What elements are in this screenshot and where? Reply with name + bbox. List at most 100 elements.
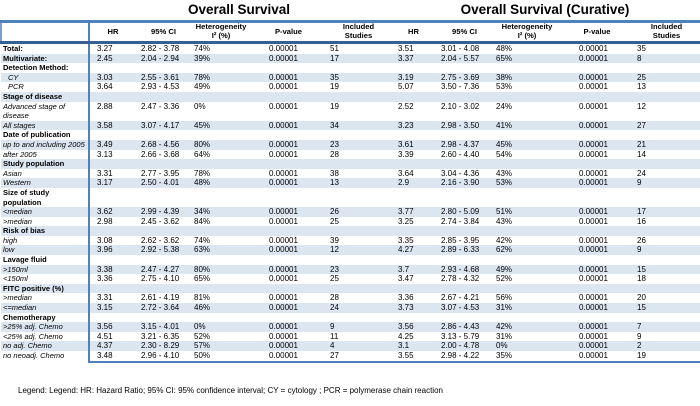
cell-osc-ci <box>436 91 493 102</box>
cell-osc-hr: 3.19 <box>391 72 436 83</box>
table-row: Total: 3.27 2.82 - 3.78 74% 0.00001 51 3.51 3.0… <box>1 42 700 54</box>
cell-osc-p <box>561 130 633 140</box>
cell-os-het: 80% <box>191 264 251 275</box>
table-row: high 3.08 2.62 - 3.62 74% 0.00001 39 3.35 2.85 … <box>1 235 700 246</box>
cell-osc-n: 27 <box>633 120 700 131</box>
col-header-hr-osc: HR <box>391 20 436 44</box>
cell-os-p: 0.00001 <box>251 72 326 83</box>
cell-osc-n <box>633 130 700 140</box>
row-label: Advanced stage of disease <box>3 101 66 121</box>
cell-os-ci: 3.15 - 4.01 <box>136 322 191 332</box>
cell-os-p <box>251 63 326 73</box>
cell-osc-n: 9 <box>633 178 700 188</box>
cell-osc-n: 8 <box>633 53 700 64</box>
cell-osc-p: 0.00001 <box>579 216 608 226</box>
cell-osc-het <box>493 188 561 207</box>
cell-os-n: 24 <box>326 303 391 313</box>
table-row: FITC positive (%) <box>1 283 700 294</box>
cell-osc-ci: 2.93 - 4.68 <box>436 264 493 275</box>
cell-osc-het: 52% <box>496 274 513 284</box>
cell-osc-p: 0.00001 <box>579 293 608 303</box>
cell-osc-p <box>561 63 633 73</box>
cell-os-hr <box>88 255 136 265</box>
cell-os-ci: 2.04 - 2.94 <box>136 53 191 64</box>
header-row: HR 95% CI Heterogeneity I² (%) P-value I… <box>0 20 700 44</box>
table-row: All stages 3.58 3.07 - 4.17 45% 0.00001 34 3.2… <box>1 120 700 131</box>
cell-osc-hr <box>391 313 436 323</box>
cell-osc-het <box>493 255 561 265</box>
cell-os-het: 45% <box>191 120 251 131</box>
cell-osc-hr: 3.73 <box>391 303 436 313</box>
cell-os-ci: 2.92 - 5.38 <box>136 245 191 256</box>
cell-osc-het <box>493 91 561 102</box>
cell-osc-ci <box>436 226 493 236</box>
title-overall-survival-curative: Overall Survival (Curative) <box>460 2 630 17</box>
cell-os-n <box>326 283 391 294</box>
cell-osc-hr: 3.7 <box>391 264 436 275</box>
cell-os-n <box>326 159 391 169</box>
cell-osc-hr: 3.25 <box>398 216 414 226</box>
table-row: Lavage fluid <box>1 255 700 265</box>
cell-osc-n: 18 <box>633 274 700 284</box>
cell-os-hr <box>88 63 136 73</box>
cell-os-het <box>191 159 251 169</box>
row-label: high <box>3 235 18 245</box>
cell-osc-n: 35 <box>633 42 700 54</box>
cell-os-hr: 3.31 <box>88 293 136 304</box>
cell-osc-het: 48% <box>496 44 513 53</box>
cell-os-n: 34 <box>326 120 391 131</box>
cell-osc-p: 0.00001 <box>561 53 633 64</box>
cell-os-het: 65% <box>194 274 211 284</box>
cell-os-hr: 2.88 <box>88 101 136 121</box>
cell-os-n: 19 <box>330 101 339 111</box>
row-label: Asian <box>3 168 22 178</box>
cell-os-ci <box>136 188 191 207</box>
cell-osc-het <box>493 159 561 169</box>
cell-os-p: 0.00001 <box>269 101 298 111</box>
table-row: Asian 3.31 2.77 - 3.95 78% 0.00001 38 3.64 3.04… <box>1 168 700 179</box>
cell-osc-p: 0.00001 <box>561 264 633 275</box>
cell-os-hr: 3.62 <box>88 207 136 217</box>
cell-os-ci: 3.21 - 6.35 <box>141 331 180 341</box>
cell-os-n: 51 <box>330 44 339 53</box>
col-header-included-line1: Included <box>342 22 375 32</box>
cell-osc-n: 15 <box>633 264 700 275</box>
cell-os-ci: 3.07 - 4.17 <box>136 120 191 131</box>
cell-os-n <box>326 226 391 236</box>
cell-osc-n <box>633 283 700 294</box>
cell-osc-p: 0.00001 <box>561 139 633 150</box>
cell-osc-ci <box>436 188 493 207</box>
row-label: <150ml <box>3 274 28 284</box>
cell-osc-het: 31% <box>496 331 513 341</box>
cell-os-p: 0.00001 <box>269 149 298 159</box>
cell-osc-ci: 3.13 - 5.79 <box>441 331 480 341</box>
cell-os-ci: 2.93 - 4.53 <box>141 82 180 92</box>
cell-osc-n: 12 <box>633 101 700 121</box>
col-header-het-osc: Heterogeneity I² (%) <box>493 20 561 44</box>
cell-osc-hr: 3.23 <box>391 120 436 131</box>
cell-os-ci: 2.96 - 4.10 <box>136 351 191 363</box>
row-label: FITC positive (%) <box>1 283 89 294</box>
cell-os-hr: 3.48 <box>88 351 136 363</box>
cell-os-het: 34% <box>191 207 251 217</box>
cell-os-het: 74% <box>194 235 211 245</box>
cell-osc-n: 17 <box>633 207 700 217</box>
cell-osc-ci: 2.86 - 4.43 <box>436 322 493 332</box>
cell-osc-n: 25 <box>633 72 700 83</box>
cell-osc-p: 0.00001 <box>561 351 633 363</box>
cell-os-het: 46% <box>191 303 251 313</box>
table-row: CY 3.03 2.55 - 3.61 78% 0.00001 35 3.19 2.75 - … <box>1 72 700 83</box>
cell-os-p: 0.00001 <box>251 120 326 131</box>
table-row: Risk of bias <box>1 226 700 236</box>
cell-os-ci <box>136 226 191 236</box>
cell-osc-n <box>633 187 700 208</box>
cell-os-n <box>326 188 391 207</box>
row-label: <=median <box>1 303 89 313</box>
cell-osc-het <box>493 283 561 294</box>
cell-os-n: 38 <box>330 168 339 178</box>
cell-osc-het: 43% <box>496 168 513 178</box>
cell-os-het: 74% <box>194 44 211 53</box>
cell-osc-het: 43% <box>496 216 513 226</box>
cell-os-p: 0.00001 <box>269 44 298 53</box>
cell-osc-ci: 2.04 - 5.57 <box>436 53 493 64</box>
